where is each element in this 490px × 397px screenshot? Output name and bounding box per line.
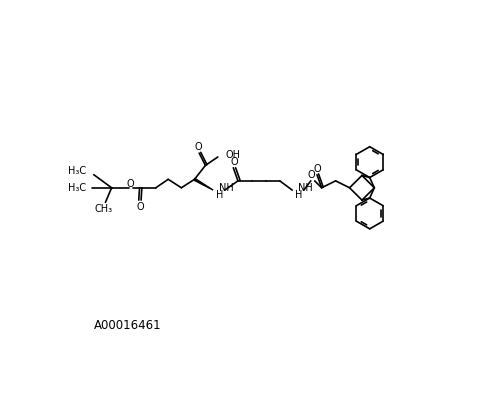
Text: CH₃: CH₃	[95, 204, 113, 214]
Text: O: O	[195, 142, 202, 152]
Text: H₃C: H₃C	[68, 183, 86, 193]
Text: NH: NH	[219, 183, 233, 193]
Text: H: H	[217, 190, 224, 200]
Text: O: O	[230, 156, 238, 167]
Text: O: O	[308, 170, 316, 180]
Polygon shape	[195, 178, 213, 190]
Text: O: O	[126, 179, 134, 189]
Text: OH: OH	[225, 150, 241, 160]
Text: H₃C: H₃C	[68, 166, 86, 176]
Text: A00016461: A00016461	[94, 319, 161, 332]
Text: H: H	[295, 190, 303, 200]
Text: NH: NH	[297, 183, 313, 193]
Text: O: O	[137, 202, 144, 212]
Text: O: O	[313, 164, 321, 173]
